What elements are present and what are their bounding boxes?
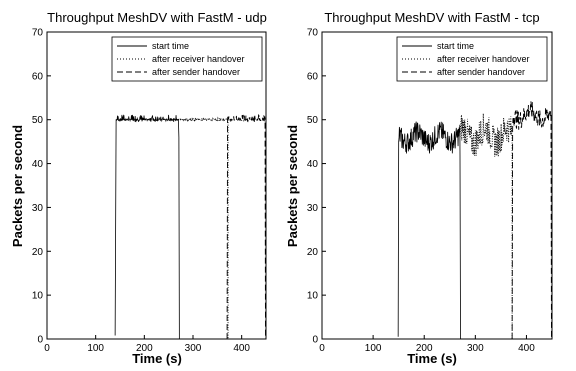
y-tick-label: 30 [32, 203, 44, 214]
y-tick-label: 50 [32, 115, 44, 126]
series-line-start-time [397, 121, 461, 339]
x-axis-label: Time (s) [407, 351, 457, 366]
x-tick-label: 200 [136, 343, 153, 354]
legend: start time after receiver handover after… [396, 36, 548, 82]
x-tick-label: 300 [185, 343, 202, 354]
x-tick-label: 0 [44, 343, 50, 354]
legend-label-start-time: start time [437, 41, 474, 51]
y-tick-label: 50 [307, 115, 319, 126]
chart-title: Throughput MeshDV with FastM - tcp [324, 10, 539, 25]
series-line-after-receiver-handover [178, 116, 229, 339]
x-tick-label: 100 [365, 343, 382, 354]
legend-label-start-time: start time [152, 41, 189, 51]
legend-label-receiver-handover: after receiver handover [437, 54, 530, 64]
y-tick-label: 10 [32, 291, 44, 302]
legend-label-sender-handover: after sender handover [152, 67, 240, 77]
y-tick-label: 0 [312, 335, 318, 346]
y-tick-label: 20 [307, 247, 319, 258]
x-tick-label: 400 [518, 343, 535, 354]
y-tick-label: 70 [32, 28, 44, 39]
series-line-after-sender-handover [511, 101, 552, 339]
x-tick-label: 100 [87, 343, 104, 354]
y-tick-label: 40 [32, 159, 44, 170]
chart-tcp: Throughput MeshDV with FastM - tcp Time … [285, 10, 553, 366]
y-tick-label: 30 [307, 203, 319, 214]
axis-ticks: 0 100 200 300 400 0 10 20 30 40 50 60 70 [307, 28, 535, 355]
y-axis-label: Packets per second [10, 125, 25, 247]
axes-frame [46, 31, 267, 340]
chart-udp: Throughput MeshDV with FastM - udp Time … [10, 10, 267, 366]
axis-ticks: 0 100 200 300 400 0 10 20 30 40 50 60 70 [32, 28, 251, 355]
axes-frame [321, 31, 553, 340]
y-tick-label: 60 [307, 71, 319, 82]
legend-label-sender-handover: after sender handover [437, 67, 525, 77]
plot-area [397, 101, 552, 339]
y-tick-label: 40 [307, 159, 319, 170]
legend: start time after receiver handover after… [111, 36, 263, 82]
legend-box [396, 36, 548, 82]
series-line-after-sender-handover [226, 113, 266, 339]
legend-label-receiver-handover: after receiver handover [152, 54, 245, 64]
y-tick-label: 20 [32, 247, 44, 258]
y-tick-label: 70 [307, 28, 319, 39]
chart-title: Throughput MeshDV with FastM - udp [47, 10, 267, 25]
plot-area [114, 113, 266, 339]
x-tick-label: 0 [319, 343, 325, 354]
y-tick-label: 10 [307, 291, 319, 302]
series-line-start-time [114, 114, 180, 339]
series-line-after-receiver-handover [459, 113, 513, 339]
x-tick-label: 300 [467, 343, 484, 354]
x-tick-label: 200 [416, 343, 433, 354]
y-axis-label: Packets per second [285, 125, 300, 247]
x-tick-label: 400 [233, 343, 250, 354]
x-axis-label: Time (s) [132, 351, 182, 366]
legend-box [111, 36, 263, 82]
y-tick-label: 0 [37, 335, 43, 346]
y-tick-label: 60 [32, 71, 44, 82]
